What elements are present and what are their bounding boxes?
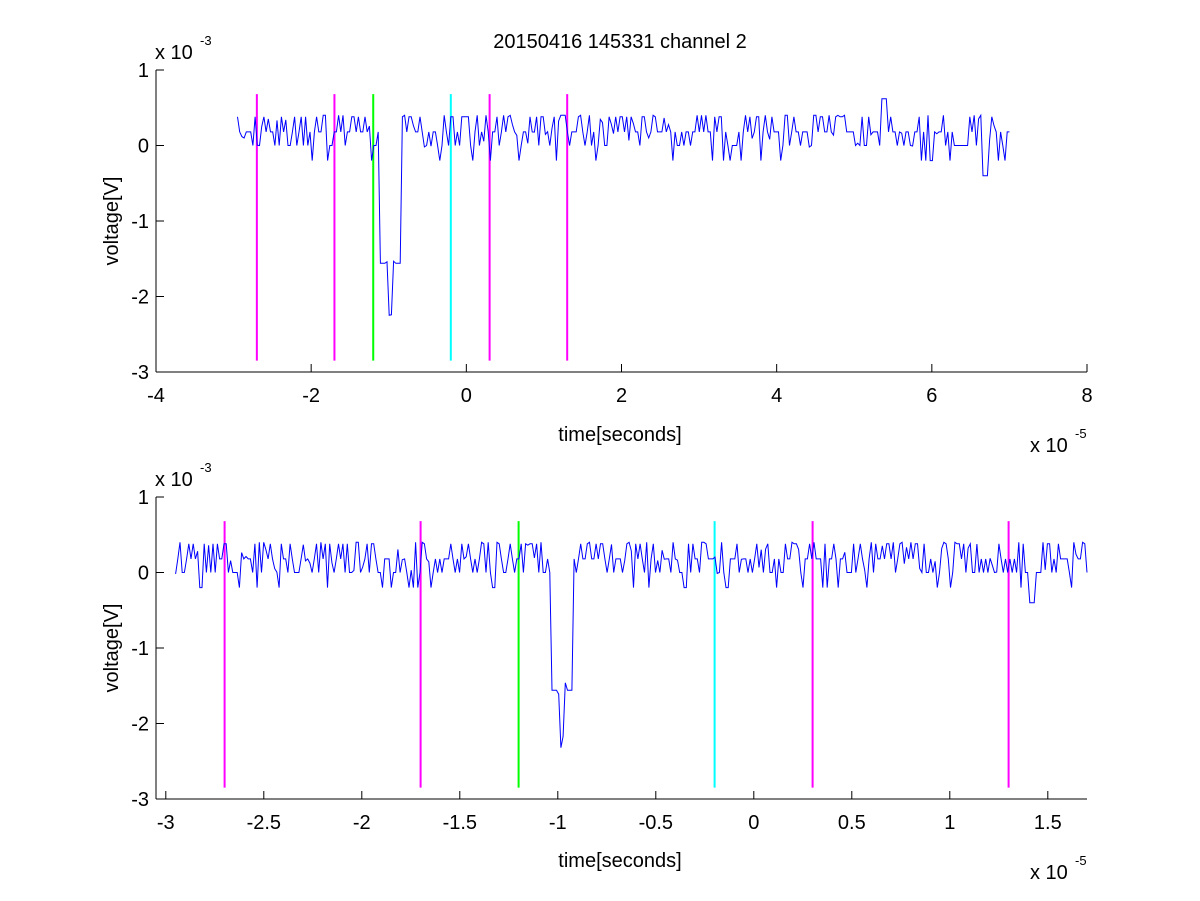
x-tick-label: -1: [549, 812, 567, 834]
x-tick-label: 8: [1081, 385, 1092, 407]
x-tick-label: -0.5: [639, 812, 673, 834]
x-tick-label: 0: [748, 812, 759, 834]
x-tick-label: 2: [616, 385, 627, 407]
y-multiplier: x 10 -3: [155, 460, 212, 491]
y-tick-label: 0: [138, 563, 149, 585]
x-axis-label: time[seconds]: [558, 424, 681, 446]
signal-trace: [237, 98, 1010, 316]
y-axis-label: voltage[V]: [101, 177, 123, 266]
y-multiplier-label: x 10: [155, 42, 193, 64]
x-multiplier-label: x 10: [1030, 862, 1068, 884]
y-multiplier-exponent: -3: [200, 33, 212, 48]
x-axis-label: time[seconds]: [558, 850, 681, 872]
x-multiplier: x 10 -5: [1030, 853, 1087, 884]
x-multiplier-label: x 10: [1030, 435, 1068, 457]
y-tick-label: 0: [138, 136, 149, 158]
x-tick-label: -2: [302, 385, 320, 407]
x-multiplier-exponent: -5: [1075, 426, 1087, 441]
y-tick-label: -3: [131, 362, 149, 384]
y-tick-label: -2: [131, 287, 149, 309]
signal-trace: [175, 541, 1088, 748]
x-tick-label: 6: [926, 385, 937, 407]
x-tick-label: 0: [461, 385, 472, 407]
x-tick-label: -4: [147, 385, 165, 407]
y-multiplier-exponent: -3: [200, 460, 212, 475]
chart-top: 20150416 145331 channel 2 -4 -2 0 2 4 6 8 -3 -2 -…: [101, 31, 1093, 457]
x-tick-label: 1.5: [1034, 812, 1062, 834]
x-tick-label: 4: [771, 385, 782, 407]
x-tick-label: -2: [353, 812, 371, 834]
y-tick-label: 1: [138, 60, 149, 82]
y-axis-label: voltage[V]: [101, 604, 123, 693]
y-multiplier: x 10 -3: [155, 33, 212, 64]
y-tick-label: -2: [131, 714, 149, 736]
chart-bottom: -3 -2.5 -2 -1.5 -1 -0.5 0 0.5 1 1.5 -3 -2 -1 0 1 time[…: [101, 460, 1088, 884]
x-tick-label: -1.5: [443, 812, 477, 834]
x-tick-label: -3: [157, 812, 175, 834]
y-tick-label: -1: [131, 638, 149, 660]
chart-title: 20150416 145331 channel 2: [493, 31, 747, 53]
x-tick-label: 0.5: [838, 812, 866, 834]
x-tick-label: -2.5: [247, 812, 281, 834]
y-tick-label: -1: [131, 211, 149, 233]
x-multiplier-exponent: -5: [1075, 853, 1087, 868]
y-tick-label: -3: [131, 789, 149, 811]
y-multiplier-label: x 10: [155, 469, 193, 491]
x-multiplier: x 10 -5: [1030, 426, 1087, 457]
y-tick-label: 1: [138, 487, 149, 509]
x-tick-label: 1: [944, 812, 955, 834]
